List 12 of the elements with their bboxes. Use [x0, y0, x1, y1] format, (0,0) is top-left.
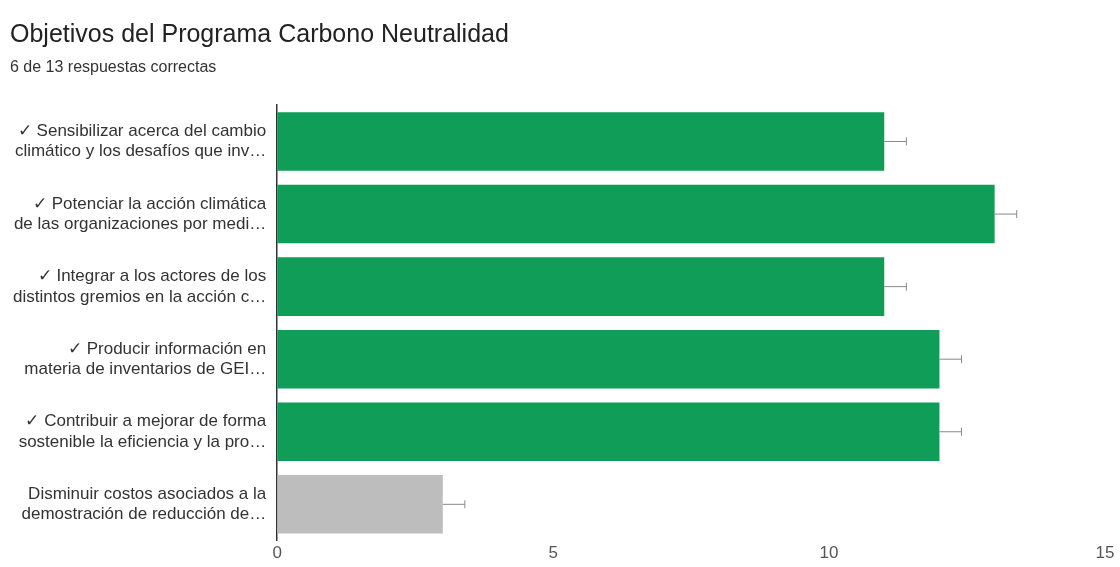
- y-tick-label: ✓ Sensibilizar acerca del cambio climático y los desafíos que inv…: [14, 120, 267, 161]
- y-tick-label: ✓ Contribuir a mejorar de forma sostenible la eficiencia y la pro…: [18, 411, 267, 451]
- y-tick-label: Disminuir costos asociados a la demostración de reducción de…: [21, 483, 267, 524]
- y-tick-label: ✓ Producir información en materia de inventarios de GEI…: [24, 338, 267, 379]
- x-tick-label: 10: [819, 543, 839, 563]
- y-tick-label: ✓ Integrar a los actores de los distintos gremios en la acción c…: [12, 266, 267, 306]
- x-tick-label: 0: [272, 543, 282, 563]
- x-tick-label: 5: [548, 543, 558, 563]
- y-tick-label: ✓ Potenciar la acción climática de las organizaciones por medi…: [13, 193, 267, 233]
- text: 6 de 13 respuestas correctas: [10, 58, 217, 76]
- x-tick-label: 15: [1095, 543, 1115, 563]
- chart-title: Objetivos del Programa Carbono Neutralidad: [10, 18, 509, 47]
